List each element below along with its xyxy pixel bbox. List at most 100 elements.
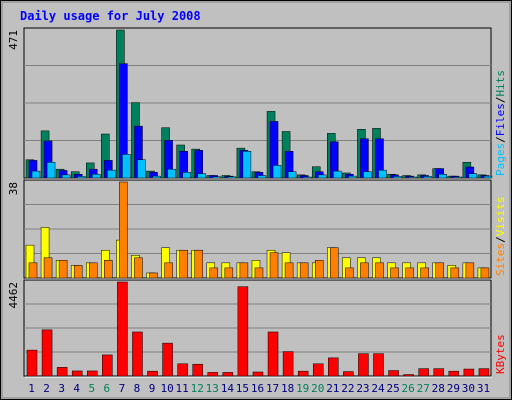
tick-label-day-6: 6 xyxy=(104,382,111,395)
bar-kbytes-day-24 xyxy=(373,353,384,377)
tick-label-day-11: 11 xyxy=(176,382,189,395)
tick-label-day-1: 1 xyxy=(28,382,35,395)
bar-sites-day-12 xyxy=(194,249,203,279)
bar-kbytes-day-2 xyxy=(41,329,53,377)
bar-pages-day-11 xyxy=(182,172,191,179)
tick-label-day-19: 19 xyxy=(296,382,309,395)
series-label-kbytes: KBytes xyxy=(494,334,507,374)
bar-pages-day-28 xyxy=(438,173,447,179)
tick-label-day-10: 10 xyxy=(160,382,173,395)
bar-pages-day-20 xyxy=(317,174,327,179)
tick-label-day-14: 14 xyxy=(221,382,235,395)
bar-kbytes-day-31 xyxy=(478,368,490,377)
bar-pages-day-7 xyxy=(122,154,131,179)
bar-sites-day-14 xyxy=(224,267,234,279)
bar-pages-day-17 xyxy=(272,165,282,179)
series-label-part: KBytes xyxy=(494,334,507,374)
tick-label-day-15: 15 xyxy=(236,382,249,395)
ymax-label-hits-files-pages: 471 xyxy=(7,30,20,50)
bar-sites-day-13 xyxy=(209,267,219,279)
bar-sites-day-31 xyxy=(480,267,490,279)
tick-label-day-23: 23 xyxy=(356,382,369,395)
tick-label-day-16: 16 xyxy=(251,382,264,395)
tick-label-day-3: 3 xyxy=(58,382,65,395)
tick-label-day-31: 31 xyxy=(477,382,490,395)
bar-kbytes-day-4 xyxy=(71,370,83,377)
series-label-part: Files xyxy=(494,103,507,136)
bar-pages-day-24 xyxy=(378,169,387,179)
bar-kbytes-day-11 xyxy=(177,363,188,377)
bar-sites-day-1 xyxy=(28,262,38,279)
series-label-part: / xyxy=(494,236,507,243)
tick-label-day-25: 25 xyxy=(386,382,399,395)
ymax-label-sites-visits: 38 xyxy=(7,182,20,195)
bar-sites-day-4 xyxy=(73,265,83,279)
bar-kbytes-day-6 xyxy=(102,354,113,377)
chart-title: Daily usage for July 2008 xyxy=(20,9,201,23)
bar-pages-day-21 xyxy=(333,170,342,179)
bar-sites-day-16 xyxy=(254,267,264,279)
series-label-part: / xyxy=(494,97,507,104)
bar-kbytes-day-30 xyxy=(463,368,475,377)
series-label-sites-visits: Sites/Visits xyxy=(494,197,507,277)
bar-sites-day-9 xyxy=(149,272,158,279)
ymax-label-kbytes: 4462 xyxy=(7,282,20,309)
tick-label-day-18: 18 xyxy=(281,382,294,395)
bar-pages-day-26 xyxy=(408,176,417,179)
bar-kbytes-day-29 xyxy=(448,370,460,377)
bar-sites-day-17 xyxy=(269,252,279,279)
bar-kbytes-day-20 xyxy=(312,363,324,377)
bar-pages-day-19 xyxy=(302,176,312,179)
bar-sites-day-22 xyxy=(345,267,354,279)
bar-pages-day-18 xyxy=(287,171,297,179)
tick-label-day-8: 8 xyxy=(134,382,141,395)
tick-label-day-4: 4 xyxy=(73,382,80,395)
bar-pages-day-10 xyxy=(167,168,176,179)
bar-pages-day-23 xyxy=(363,171,372,179)
bar-sites-day-26 xyxy=(405,267,414,279)
bar-sites-day-23 xyxy=(360,262,369,279)
bar-kbytes-day-3 xyxy=(56,367,68,377)
bar-kbytes-day-28 xyxy=(433,368,444,377)
tick-label-day-27: 27 xyxy=(417,382,430,395)
bar-kbytes-day-15 xyxy=(237,286,249,377)
bar-pages-day-4 xyxy=(76,176,86,179)
bar-pages-day-29 xyxy=(453,176,463,179)
bar-sites-day-25 xyxy=(390,267,399,279)
bar-pages-day-27 xyxy=(423,176,432,179)
bar-sites-day-8 xyxy=(134,257,143,279)
series-label-part: Pages xyxy=(494,143,507,176)
series-label-hits-files-pages: Pages/Files/Hits xyxy=(494,70,507,176)
tick-label-day-22: 22 xyxy=(341,382,354,395)
bar-sites-day-11 xyxy=(179,249,188,279)
tick-label-day-13: 13 xyxy=(206,382,219,395)
tick-label-day-29: 29 xyxy=(447,382,460,395)
tick-label-day-5: 5 xyxy=(88,382,95,395)
bar-sites-day-6 xyxy=(104,260,113,279)
bar-pages-day-22 xyxy=(348,175,357,179)
bar-pages-day-9 xyxy=(152,175,161,179)
bar-kbytes-day-22 xyxy=(343,371,354,377)
bar-pages-day-1 xyxy=(31,170,41,179)
series-label-part: Visits xyxy=(494,197,507,237)
bar-pages-day-13 xyxy=(212,176,222,179)
bar-kbytes-day-23 xyxy=(358,353,369,377)
bar-kbytes-day-27 xyxy=(418,368,429,377)
tick-label-day-21: 21 xyxy=(326,382,339,395)
tick-label-day-20: 20 xyxy=(311,382,324,395)
bar-sites-day-29 xyxy=(450,267,460,279)
bar-pages-day-5 xyxy=(92,173,101,179)
bar-kbytes-day-7 xyxy=(117,281,128,377)
bar-kbytes-day-16 xyxy=(252,371,264,377)
bar-sites-day-3 xyxy=(58,260,68,279)
bar-pages-day-25 xyxy=(393,176,402,179)
bar-kbytes-day-26 xyxy=(403,374,414,377)
bar-kbytes-day-19 xyxy=(297,370,309,377)
bar-pages-day-14 xyxy=(227,176,237,179)
bar-pages-day-15 xyxy=(242,151,252,179)
bar-sites-day-15 xyxy=(239,262,249,279)
bar-kbytes-day-14 xyxy=(222,372,234,377)
